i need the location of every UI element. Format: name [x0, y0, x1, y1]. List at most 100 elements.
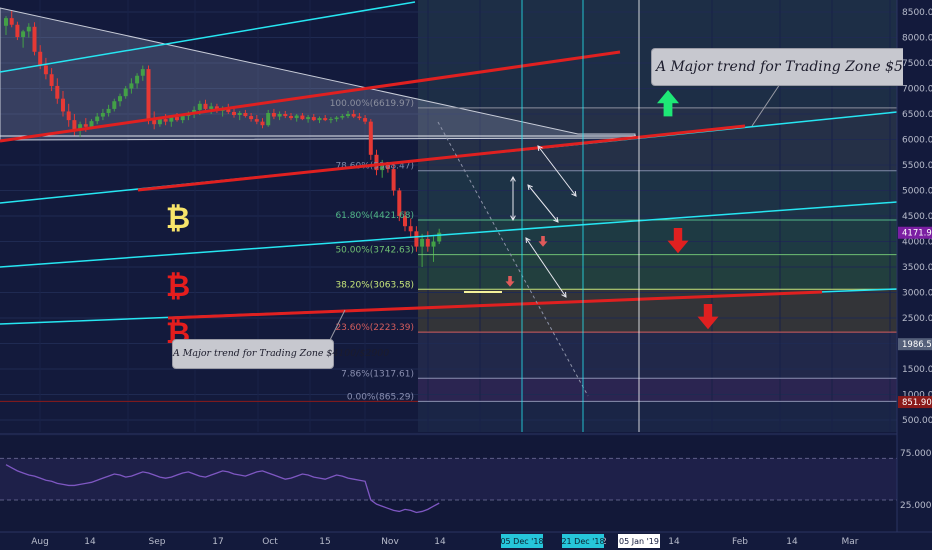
candle-body [363, 118, 368, 122]
date-marker-label: 21 Dec '18 [561, 537, 604, 546]
time-tick-label: Oct [262, 537, 278, 547]
time-tick-label: Aug [31, 537, 49, 547]
candle-body [385, 165, 390, 170]
arrow-head [510, 175, 516, 182]
candle-body [374, 154, 379, 171]
fib-zone [418, 254, 897, 290]
candle-body [346, 114, 350, 117]
trend-line-cyan [0, 1, 416, 73]
fib-label: 23.60%(2223.39) [335, 323, 414, 333]
fib-label: 38.20%(3063.58) [335, 280, 414, 290]
annotation-major-trend: A Major trend for Trading Zone $5800/410… [651, 48, 903, 86]
arrow-head [525, 237, 531, 244]
date-marker-tag [618, 534, 660, 548]
candle-body [414, 231, 419, 247]
candle-body [95, 116, 100, 122]
price-tick-label: 6000.00 [902, 136, 932, 146]
candle-body [317, 118, 322, 121]
fib-zone [418, 332, 897, 379]
price-tick-label: 1000.00 [902, 391, 932, 401]
candle-body [66, 111, 71, 121]
candle-body [163, 119, 168, 122]
candle-body [100, 112, 105, 117]
fib-label: 100.00%(6619.97) [330, 99, 414, 109]
rsi-line [5, 464, 440, 514]
time-tick-label: 14 [668, 537, 680, 547]
candle-body [277, 114, 282, 117]
indicator-background [0, 436, 897, 532]
arrow-line [525, 237, 567, 298]
date-marker-tag [501, 534, 543, 548]
candle-body [351, 114, 356, 117]
candle-body [266, 112, 271, 126]
price-tag [898, 338, 932, 351]
candle-body [32, 26, 37, 52]
time-tick-label: 14 [786, 537, 798, 547]
date-marker-label: 05 Jan '19 [619, 537, 659, 546]
candle-body [9, 18, 14, 25]
candle-body [289, 116, 293, 119]
candle-body [425, 238, 430, 247]
trend-line-red [0, 50, 621, 143]
candle-body [203, 103, 208, 109]
candle-body [112, 101, 117, 109]
fib-label: 50.00%(3742.63) [335, 246, 414, 256]
candle-body [21, 31, 26, 37]
fib-label: 61.80%(4421.68) [335, 211, 414, 221]
candle-body [340, 116, 345, 118]
candle-body [226, 108, 231, 112]
indicator-tick-label: 75.0000 [900, 449, 932, 459]
fib-zone [418, 289, 897, 333]
candle-body [323, 118, 328, 121]
candle-body [72, 120, 77, 130]
date-markers [521, 0, 640, 432]
arrow-down-icon [505, 276, 515, 287]
time-tick-label: 14 [434, 537, 446, 547]
time-tick-label: Mar [842, 537, 859, 547]
date-marker-tag [562, 534, 604, 548]
time-tick-label: 17 [212, 537, 223, 547]
time-tick-label: Nov [381, 537, 399, 547]
trend-lines [0, 1, 898, 341]
candle-body [38, 51, 43, 66]
arrow-down-icon [667, 228, 689, 254]
triangle-pattern [0, 7, 636, 141]
candle-body [169, 117, 174, 122]
candle-body [157, 119, 162, 125]
candle-body [43, 65, 48, 75]
candle-body [420, 238, 425, 247]
price-tick-label: 8500.00 [902, 8, 932, 18]
price-tick-label: 4500.00 [902, 212, 932, 222]
candle-body [334, 117, 339, 120]
candle-body [83, 124, 88, 127]
arrow-head [553, 216, 559, 223]
candle-body [15, 24, 20, 37]
candle-body [106, 108, 111, 113]
date-marker-label: 05 Dec '18 [500, 537, 543, 546]
candle-body [209, 106, 214, 109]
arrow-head [527, 184, 533, 191]
candle-body [283, 114, 288, 117]
candle-body [368, 121, 373, 155]
candle-body [129, 83, 134, 89]
candle-body [300, 115, 305, 120]
fib-label: 0.00%(865.29) [347, 392, 414, 402]
arrow-head [537, 145, 543, 152]
fib-label: 7.86%(1317.61) [341, 369, 414, 379]
candles [4, 10, 442, 267]
fib-zone [418, 378, 897, 402]
candle-body [391, 169, 396, 191]
price-tick-label: 4000.00 [902, 238, 932, 248]
trend-line-red [137, 124, 746, 192]
indicator-panel [0, 433, 932, 514]
candle-body [271, 112, 276, 117]
candle-body [26, 26, 31, 32]
annotation-minor-trend: A Major trend for Trading Zone $4100/$29… [172, 339, 389, 369]
fib-zone [418, 219, 897, 255]
candle-body [55, 85, 60, 99]
price-tick-label: 5000.00 [902, 187, 932, 197]
candle-body [180, 116, 185, 121]
candle-body [175, 117, 179, 121]
callout-pointer [329, 309, 346, 341]
